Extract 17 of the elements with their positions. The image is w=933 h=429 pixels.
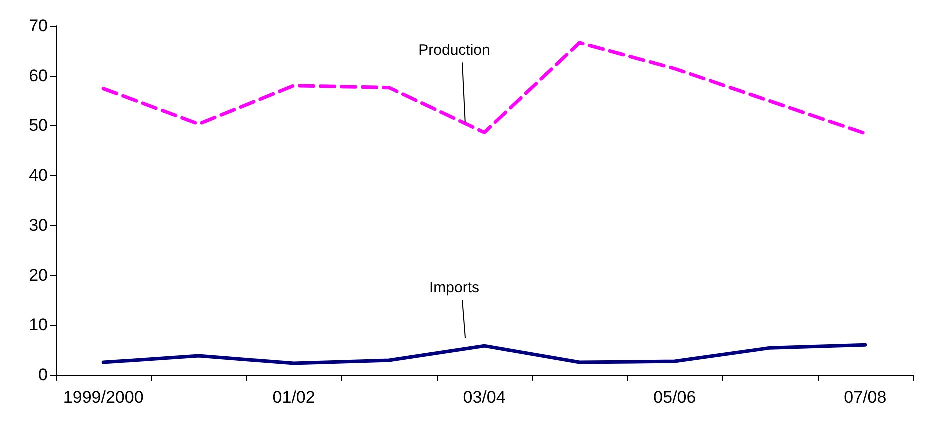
y-tick-label: 70 (29, 16, 48, 36)
y-tick-label: 0 (38, 366, 48, 384)
x-tick-label: 07/08 (844, 388, 887, 407)
y-tick-label: 30 (29, 216, 48, 235)
y-tick-label: 40 (29, 166, 48, 186)
line-series (102, 41, 868, 136)
y-tick-label: 50 (29, 116, 48, 136)
x-tick-label: 05/06 (654, 388, 696, 407)
y-tick-label: 60 (29, 66, 48, 86)
text: Imports (429, 280, 480, 297)
y-tick-label: 20 (29, 266, 48, 285)
x-tick-label: 03/04 (463, 388, 506, 407)
x-tick-label: 1999/2000 (63, 388, 144, 407)
x-tick-label: 01/02 (272, 388, 316, 407)
text: Production (418, 42, 490, 60)
line-series (102, 343, 868, 366)
y-tick-label: 10 (29, 316, 48, 335)
